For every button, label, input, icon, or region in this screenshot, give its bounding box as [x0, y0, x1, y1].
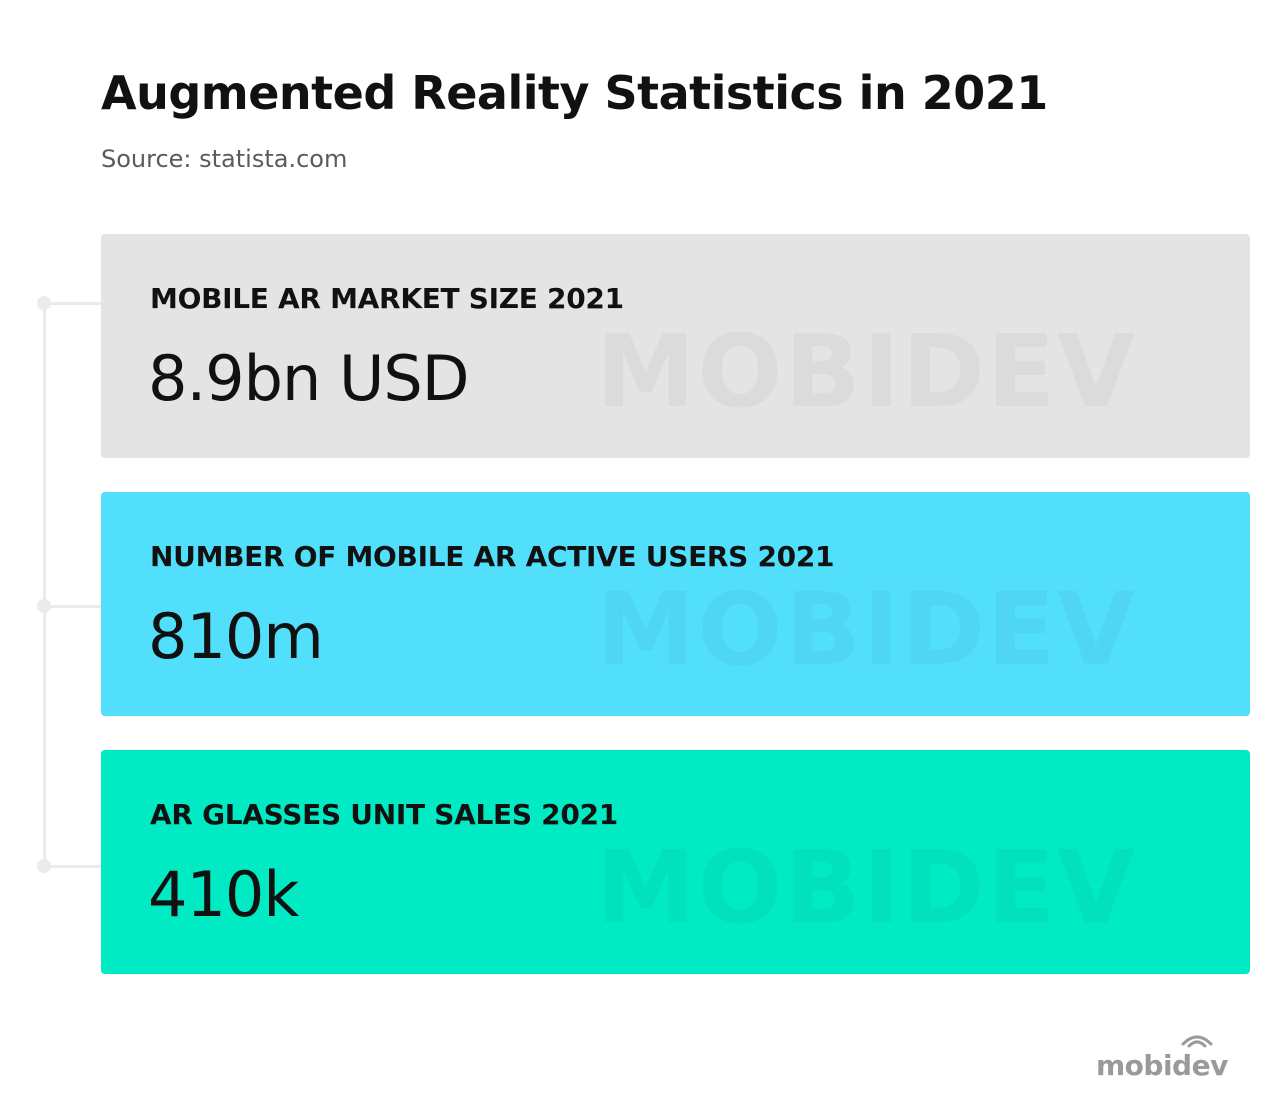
stat-label: NUMBER OF MOBILE AR ACTIVE USERS 2021	[150, 540, 835, 573]
stat-card-active-users: MOBIDEV NUMBER OF MOBILE AR ACTIVE USERS…	[101, 492, 1250, 716]
stat-value: 810m	[148, 600, 324, 673]
connector-branch-1	[44, 302, 102, 305]
page-title: Augmented Reality Statistics in 2021	[101, 66, 1048, 120]
stat-value: 410k	[148, 858, 299, 931]
watermark-text: MOBIDEV	[596, 580, 1137, 680]
stat-value: 8.9bn USD	[148, 342, 469, 415]
connector-line	[43, 302, 46, 866]
watermark-text: MOBIDEV	[596, 838, 1137, 938]
connector-branch-2	[44, 605, 102, 608]
watermark-text: MOBIDEV	[596, 322, 1137, 422]
stat-card-market-size: MOBIDEV MOBILE AR MARKET SIZE 2021 8.9bn…	[101, 234, 1250, 458]
connector-branch-3	[44, 865, 102, 868]
connector-dot-2	[37, 599, 51, 613]
stat-label: AR GLASSES UNIT SALES 2021	[150, 798, 618, 831]
connector-dot-3	[37, 859, 51, 873]
source-text: Source: statista.com	[101, 145, 348, 173]
logo-text: mobidev	[1096, 1049, 1228, 1082]
stat-label: MOBILE AR MARKET SIZE 2021	[150, 282, 624, 315]
wifi-signal-icon	[1181, 1035, 1213, 1048]
mobidev-logo: mobidev	[1096, 1032, 1252, 1080]
connector-dot-1	[37, 296, 51, 310]
stat-card-glasses-sales: MOBIDEV AR GLASSES UNIT SALES 2021 410k	[101, 750, 1250, 974]
